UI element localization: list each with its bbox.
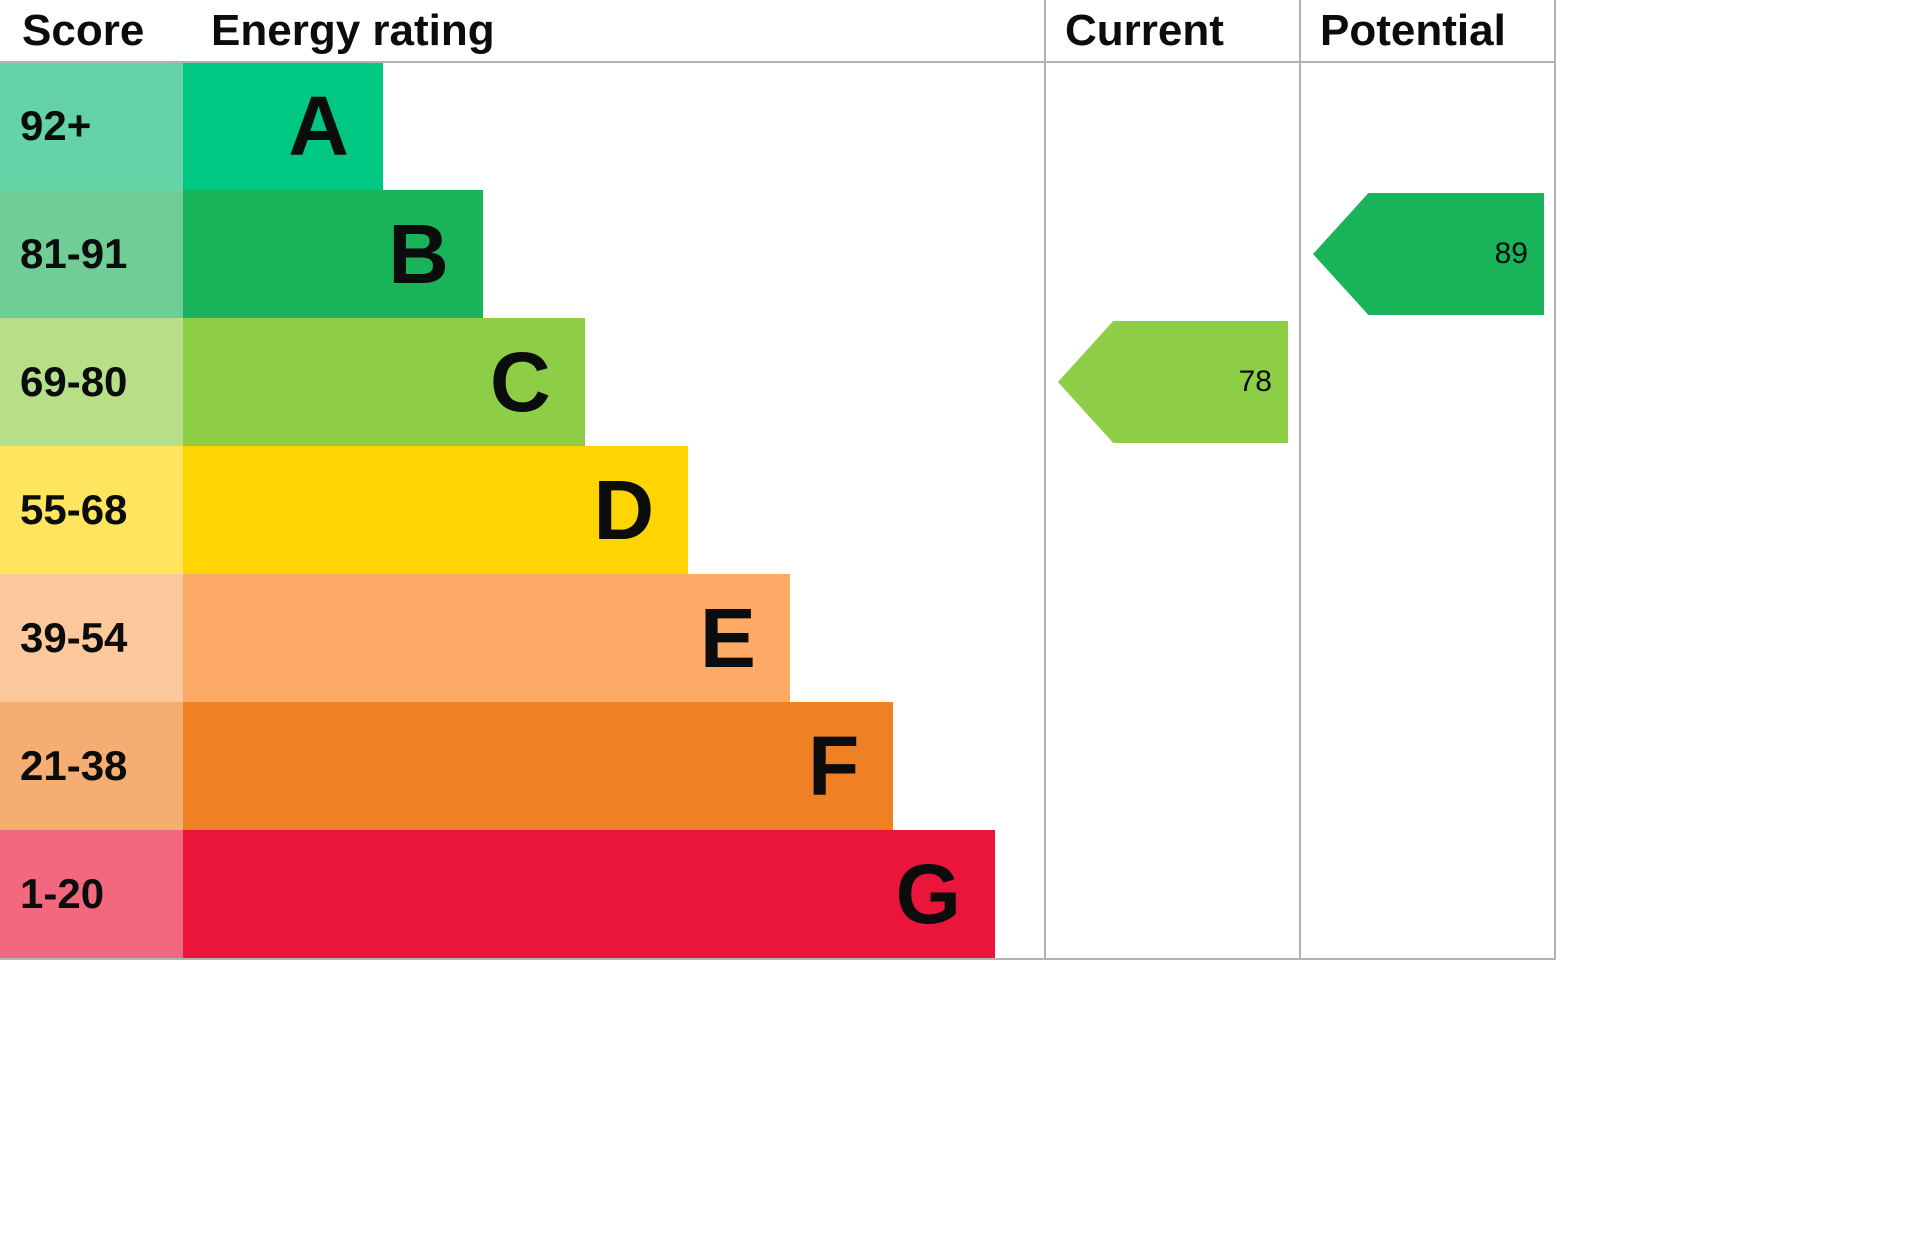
bar-track: F <box>183 702 1045 830</box>
score-cell: 21-38 <box>0 702 183 830</box>
rating-bar: A <box>183 62 383 190</box>
potential-rating-arrow: 89 <box>1313 193 1544 315</box>
band-row-e: 39-54 E <box>0 574 1045 702</box>
current-rating-value: 78 <box>1238 365 1272 398</box>
header-potential: Potential <box>1320 6 1506 55</box>
band-row-a: 92+ A <box>0 62 1045 190</box>
rating-bar: F <box>183 702 894 830</box>
rating-bar: B <box>183 190 483 318</box>
band-letter: A <box>288 79 349 173</box>
header-current: Current <box>1065 6 1224 55</box>
column-divider <box>1299 0 1301 960</box>
column-divider <box>1044 0 1046 960</box>
band-row-b: 81-91 B <box>0 190 1045 318</box>
header-divider <box>0 61 1556 63</box>
bar-track: D <box>183 446 1045 574</box>
score-cell: 69-80 <box>0 318 183 446</box>
band-row-d: 55-68 D <box>0 446 1045 574</box>
rating-bar: D <box>183 446 689 574</box>
band-row-c: 69-80 C <box>0 318 1045 446</box>
band-row-g: 1-20 G <box>0 830 1045 958</box>
chart-header: Score Energy rating Current Potential <box>0 0 1557 62</box>
bar-track: A <box>183 62 1045 190</box>
score-cell: 92+ <box>0 62 183 190</box>
bar-track: C <box>183 318 1045 446</box>
band-rows: 92+ A 81-91 B 69-80 C 5 <box>0 62 1045 958</box>
potential-rating-value: 89 <box>1494 237 1528 270</box>
score-cell: 1-20 <box>0 830 183 958</box>
bar-track: B <box>183 190 1045 318</box>
bar-track: G <box>183 830 1045 958</box>
epc-energy-rating-chart: Score Energy rating Current Potential 92… <box>0 0 1557 960</box>
score-cell: 55-68 <box>0 446 183 574</box>
rating-bar: G <box>183 830 995 958</box>
band-letter: C <box>490 335 551 429</box>
band-letter: F <box>807 719 860 813</box>
band-letter: D <box>593 463 655 557</box>
rating-bar: C <box>183 318 585 446</box>
header-score: Score <box>22 6 145 55</box>
bottom-border <box>0 958 1556 960</box>
bar-track: E <box>183 574 1045 702</box>
band-letter: B <box>388 207 449 301</box>
column-divider <box>1554 0 1556 960</box>
score-cell: 39-54 <box>0 574 183 702</box>
header-energy-rating: Energy rating <box>211 6 495 55</box>
band-letter: E <box>699 591 756 685</box>
score-cell: 81-91 <box>0 190 183 318</box>
band-letter: G <box>895 847 961 941</box>
rating-bar: E <box>183 574 790 702</box>
current-rating-arrow: 78 <box>1058 321 1288 443</box>
band-row-f: 21-38 F <box>0 702 1045 830</box>
